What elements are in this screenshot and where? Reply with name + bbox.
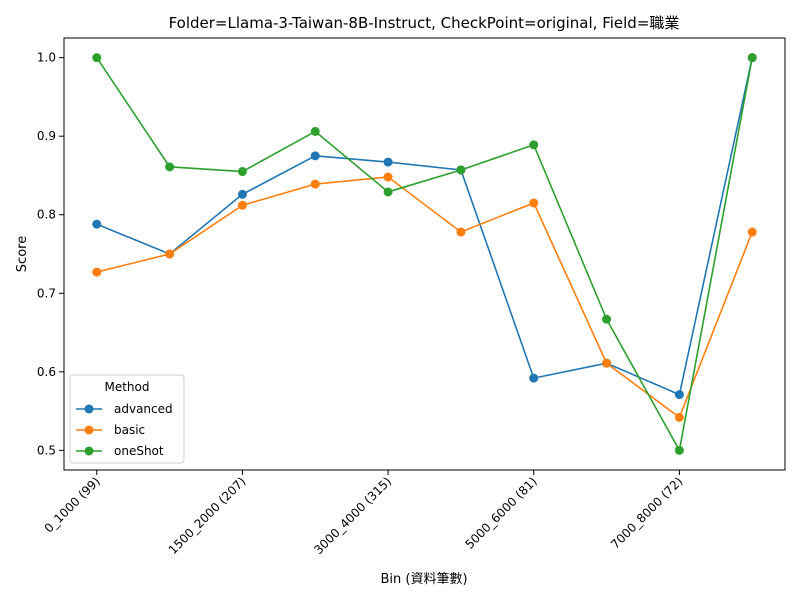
data-point-basic (383, 172, 393, 182)
series-line-basic (96, 176, 753, 419)
legend-marker-basic (84, 425, 94, 435)
data-point-basic (747, 227, 757, 237)
data-point-basic (165, 249, 175, 259)
y-tick-label: 0.7 (37, 286, 56, 300)
y-tick-label: 0.6 (37, 365, 56, 379)
data-point-oneShot (165, 162, 175, 172)
x-axis-label: Bin (資料筆數) (380, 572, 467, 587)
data-point-basic (674, 412, 684, 422)
data-point-oneShot (456, 165, 466, 175)
series-line-advanced (96, 57, 754, 396)
data-point-oneShot (602, 314, 612, 324)
y-tick-label: 0.5 (37, 443, 56, 457)
data-point-basic (602, 358, 612, 368)
y-axis-label: Score (15, 236, 30, 272)
legend-box (69, 374, 185, 464)
plot-area (92, 53, 757, 455)
data-point-basic (529, 198, 539, 208)
data-point-oneShot (747, 53, 757, 63)
data-point-oneShot (529, 140, 539, 150)
y-tick-label: 0.8 (37, 208, 56, 222)
data-point-oneShot (237, 167, 247, 177)
legend-label-oneShot: oneShot (114, 444, 164, 458)
data-point-advanced (237, 189, 247, 199)
legend-label-basic: basic (114, 423, 145, 437)
data-point-advanced (92, 219, 102, 229)
plot-frame (63, 37, 786, 471)
y-tick-label: 1.0 (37, 51, 56, 65)
data-point-advanced (383, 157, 393, 167)
data-point-basic (237, 200, 247, 210)
y-axis: 0.5 0.6 0.7 0.8 0.9 1.0 (37, 51, 64, 457)
data-point-oneShot (383, 187, 393, 197)
data-point-oneShot (92, 53, 102, 63)
data-point-oneShot (310, 126, 320, 136)
data-point-advanced (674, 390, 684, 400)
data-point-advanced (310, 151, 320, 161)
data-point-oneShot (674, 445, 684, 455)
data-point-basic (92, 267, 102, 277)
series-line-oneShot (96, 57, 754, 453)
data-point-basic (456, 227, 466, 237)
legend: Method advanced basic oneShot (69, 374, 185, 464)
chart-title: Folder=Llama-3-Taiwan-8B-Instruct, Check… (169, 14, 680, 32)
y-tick-label: 0.9 (37, 129, 56, 143)
legend-label-advanced: advanced (114, 402, 173, 416)
data-point-advanced (529, 373, 539, 383)
legend-marker-advanced (84, 404, 94, 414)
legend-marker-oneShot (84, 446, 94, 456)
legend-title: Method (104, 380, 149, 394)
data-point-basic (310, 179, 320, 189)
